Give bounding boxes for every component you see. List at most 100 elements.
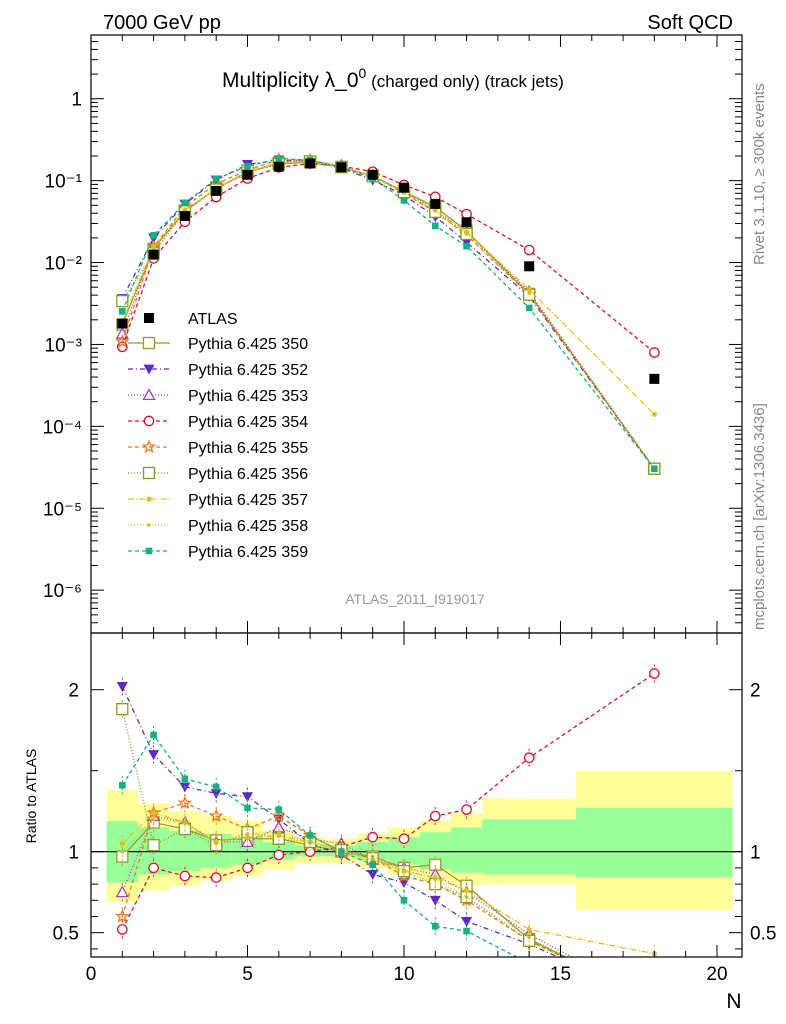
ratio-point bbox=[115, 908, 130, 923]
y-tick-label: 10⁻² bbox=[45, 254, 83, 275]
ratio-point bbox=[115, 885, 129, 898]
series-point bbox=[461, 237, 473, 248]
ratio-series-group bbox=[115, 664, 660, 1006]
band-green-bin bbox=[576, 807, 733, 878]
ratio-point bbox=[242, 862, 253, 874]
y-tick-label: 1 bbox=[71, 90, 82, 111]
data-point bbox=[461, 217, 472, 228]
series-line bbox=[121, 157, 655, 470]
y-tick-label: 10⁻³ bbox=[45, 335, 83, 356]
y-tick-label: 10⁻⁶ bbox=[43, 581, 82, 602]
ratio-point bbox=[276, 830, 281, 835]
ratio-point bbox=[116, 682, 128, 692]
legend-label: Pythia 6.425 353 bbox=[188, 388, 308, 405]
ratio-point bbox=[308, 840, 312, 844]
ratio-point bbox=[210, 872, 222, 883]
data-point bbox=[117, 318, 128, 329]
legend-label: Pythia 6.425 358 bbox=[188, 518, 308, 535]
series-point bbox=[463, 242, 470, 250]
ratio-point bbox=[649, 995, 660, 1006]
series-point bbox=[118, 308, 126, 315]
ratio-point bbox=[429, 810, 441, 822]
data-point bbox=[367, 169, 378, 180]
ratio-point bbox=[463, 887, 470, 894]
series-point bbox=[275, 155, 283, 162]
ratio-point bbox=[649, 668, 660, 679]
ratio-point bbox=[116, 702, 129, 716]
main-series-group bbox=[115, 152, 662, 475]
ratio-point bbox=[273, 849, 285, 861]
data-point bbox=[273, 161, 284, 172]
ratio-point bbox=[179, 870, 191, 882]
legend-marker bbox=[145, 547, 153, 555]
series-point bbox=[523, 244, 535, 256]
series-point bbox=[151, 246, 156, 250]
ratio-point bbox=[116, 924, 128, 935]
ratio-point bbox=[433, 877, 438, 882]
legend-marker bbox=[143, 364, 155, 375]
legend-label: Pythia 6.425 356 bbox=[188, 466, 308, 483]
ratio-point bbox=[275, 806, 283, 813]
ratio-point bbox=[150, 731, 157, 739]
ratio-point bbox=[649, 995, 660, 1006]
data-point bbox=[336, 162, 347, 173]
series-point bbox=[527, 291, 531, 295]
ratio-point bbox=[461, 804, 472, 815]
ratio-point bbox=[653, 999, 657, 1003]
legend-marker bbox=[142, 466, 156, 480]
series-point bbox=[525, 304, 533, 312]
ratio-point bbox=[400, 897, 408, 904]
x-tick-label: 5 bbox=[242, 964, 253, 985]
ratio-point bbox=[214, 841, 218, 846]
ratio-point bbox=[649, 996, 660, 1006]
ratio-point bbox=[649, 995, 660, 1005]
rivet-label: Rivet 3.1.10, ≥ 300k events bbox=[751, 83, 768, 265]
ratio-y-tick-label: 0.5 bbox=[53, 924, 79, 945]
x-tick-label: 0 bbox=[86, 964, 97, 985]
ratio-y-tick-label-right: 0.5 bbox=[750, 924, 776, 945]
chart-title-sup: 0 bbox=[359, 65, 367, 81]
ratio-point bbox=[148, 862, 159, 874]
x-tick-label: 10 bbox=[393, 964, 414, 985]
legend-marker bbox=[146, 496, 152, 502]
series-point bbox=[649, 347, 660, 358]
legend-label: ATLAS bbox=[188, 311, 238, 328]
data-point bbox=[179, 211, 190, 222]
ratio-point bbox=[151, 817, 156, 822]
data-point bbox=[305, 158, 316, 169]
legend-label: Pythia 6.425 354 bbox=[188, 414, 308, 431]
y-tick-label: 10⁻⁴ bbox=[43, 417, 82, 438]
ratio-point bbox=[431, 922, 439, 930]
legend-label: Pythia 6.425 357 bbox=[188, 492, 308, 509]
legend-label: Pythia 6.425 350 bbox=[188, 336, 308, 353]
series-point bbox=[464, 232, 469, 236]
series-point bbox=[651, 465, 658, 473]
ratio-y-tick-label: 1 bbox=[68, 843, 79, 864]
legend-marker bbox=[142, 336, 156, 350]
ratio-point bbox=[208, 808, 224, 823]
legend-label: Pythia 6.425 352 bbox=[188, 362, 308, 379]
ratio-point bbox=[463, 927, 470, 935]
legend-label: Pythia 6.425 355 bbox=[188, 440, 308, 457]
ratio-point bbox=[523, 752, 535, 764]
series-point bbox=[526, 286, 532, 293]
legend-marker bbox=[141, 439, 157, 454]
data-point bbox=[430, 198, 441, 209]
ratio-point bbox=[464, 895, 469, 899]
series-point bbox=[433, 208, 438, 213]
ratio-point bbox=[367, 869, 379, 880]
series-point bbox=[115, 334, 130, 348]
legend-marker bbox=[147, 523, 151, 527]
series-point bbox=[150, 232, 157, 239]
band-green-bin bbox=[482, 819, 577, 875]
series-point bbox=[212, 175, 220, 183]
data-point bbox=[148, 249, 159, 260]
ratio-point bbox=[212, 783, 220, 791]
ratio-point bbox=[177, 795, 193, 810]
ratio-point bbox=[402, 867, 406, 872]
legend-marker bbox=[142, 388, 156, 401]
series-point bbox=[431, 222, 439, 230]
series-point bbox=[651, 411, 657, 417]
